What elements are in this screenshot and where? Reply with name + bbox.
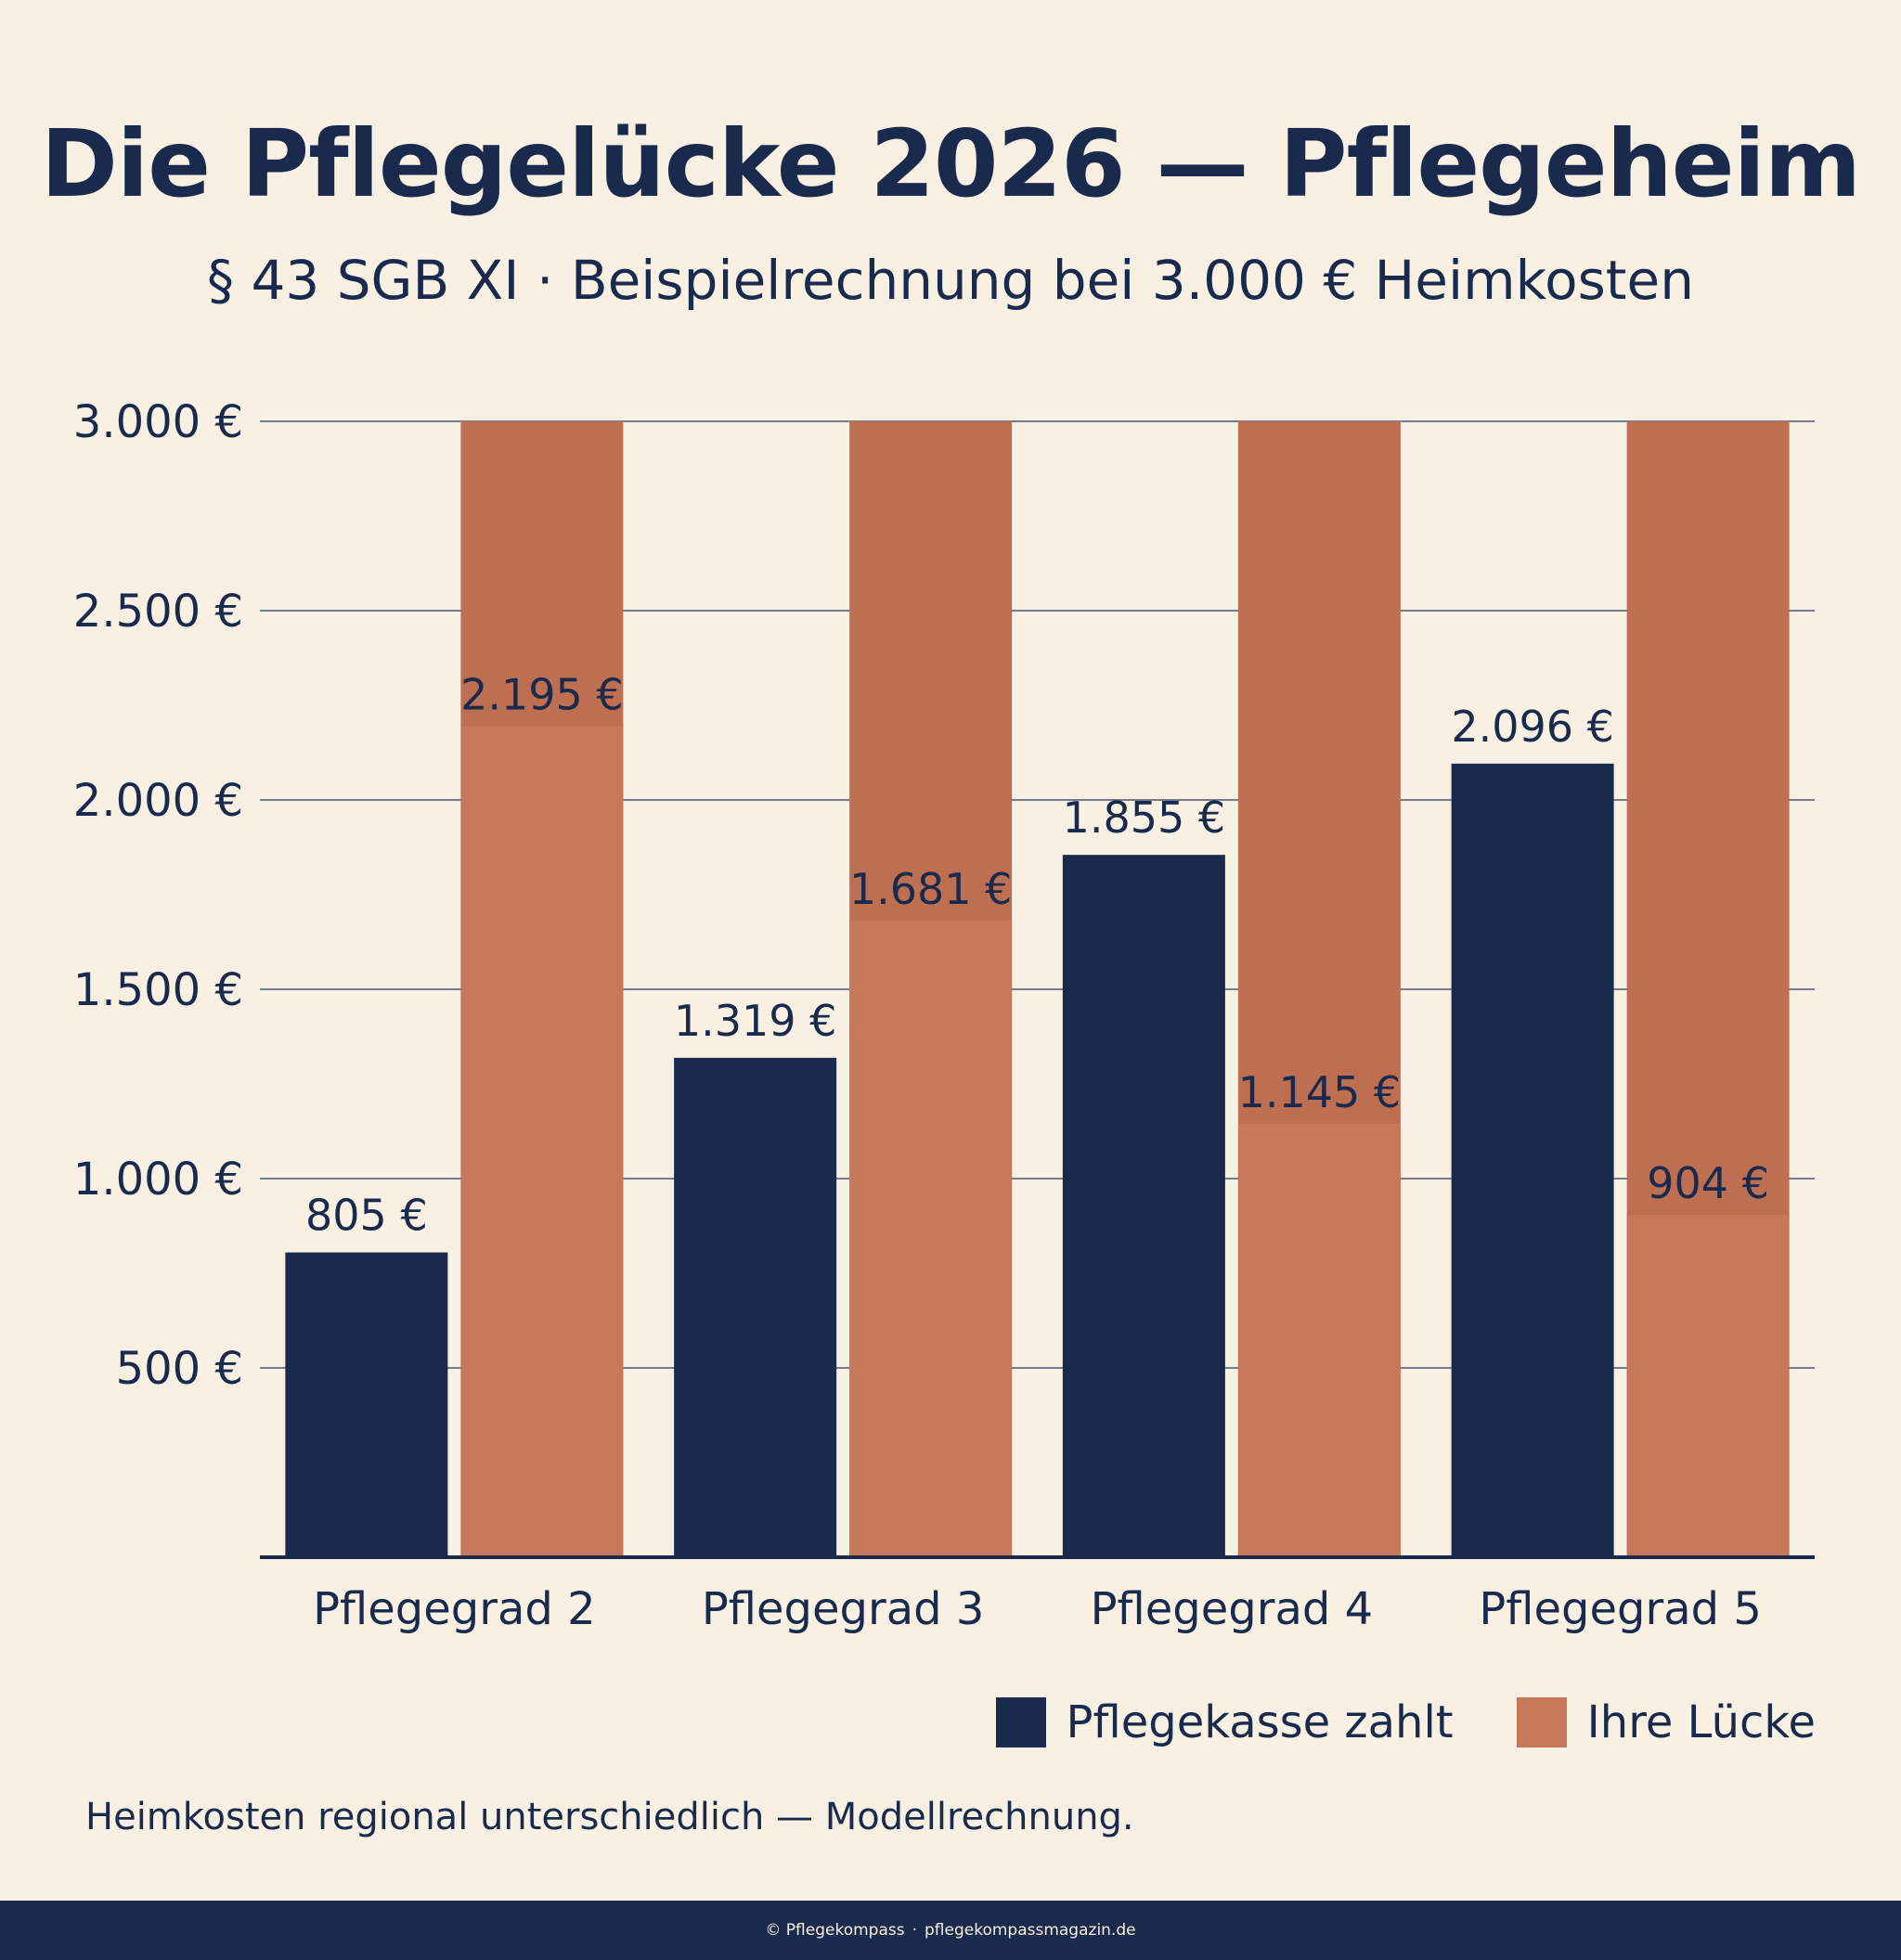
footer-brand: © Pflegekompass (765, 1921, 905, 1940)
data-label-pflegekasse: 1.319 € (674, 996, 837, 1046)
x-category-label: Pflegegrad 5 (1479, 1583, 1762, 1635)
bar-pflegekasse (674, 1057, 837, 1557)
legend-swatch-luecke (1516, 1697, 1567, 1747)
data-label-luecke: 1.681 € (849, 864, 1013, 914)
legend-label-pflegekasse: Pflegekasse zahlt (1066, 1696, 1454, 1748)
footer-bar: © Pflegekompass · pflegekompassmagazin.d… (0, 1901, 1901, 1960)
bar-chart: 500 € 1.000 € 1.500 € 2.000 € 2.500 € 3.000 €… (73, 396, 1815, 1635)
data-label-luecke: 2.195 € (460, 669, 624, 719)
bar-pflegekasse (285, 1252, 448, 1557)
footnote: Heimkosten regional unterschiedlich — Mo… (85, 1796, 1134, 1838)
legend-swatch-pflegekasse (995, 1697, 1046, 1747)
data-label-pflegekasse: 2.096 € (1451, 702, 1614, 752)
legend-item-pflegekasse: Pflegekasse zahlt (995, 1696, 1454, 1748)
data-label-luecke: 1.145 € (1238, 1067, 1402, 1117)
data-label-pflegekasse: 805 € (305, 1191, 428, 1241)
y-tick-label: 500 € (116, 1343, 243, 1395)
bar-luecke (1626, 1215, 1790, 1557)
y-tick-label: 1.500 € (73, 964, 243, 1016)
legend-label-luecke: Ihre Lücke (1586, 1696, 1816, 1748)
x-category-label: Pflegegrad 2 (313, 1583, 596, 1635)
legend-item-luecke: Ihre Lücke (1516, 1696, 1816, 1748)
bar-luecke (1237, 1123, 1401, 1557)
bar-luecke (849, 921, 1013, 1557)
y-tick-label: 2.000 € (73, 775, 243, 827)
chart-title: Die Pflegelücke 2026 — Pflegeheim (40, 110, 1861, 218)
footer-website-link[interactable]: pflegekompassmagazin.de (925, 1921, 1136, 1940)
y-tick-label: 2.500 € (73, 586, 243, 638)
x-category-label: Pflegegrad 3 (702, 1583, 985, 1635)
footer-separator: · (912, 1921, 917, 1940)
legend: Pflegekasse zahlt Ihre Lücke (953, 1696, 1816, 1748)
chart-subtitle: § 43 SGB XI · Beispielrechnung bei 3.000… (207, 249, 1694, 312)
bar-pflegekasse (1062, 855, 1225, 1557)
x-category-label: Pflegegrad 4 (1091, 1583, 1374, 1635)
data-label-luecke: 904 € (1647, 1158, 1769, 1208)
y-tick-label: 3.000 € (73, 396, 243, 448)
bar-luecke (460, 726, 624, 1557)
y-tick-label: 1.000 € (73, 1154, 243, 1206)
bar-pflegekasse (1451, 763, 1614, 1557)
data-label-pflegekasse: 1.855 € (1063, 793, 1226, 843)
